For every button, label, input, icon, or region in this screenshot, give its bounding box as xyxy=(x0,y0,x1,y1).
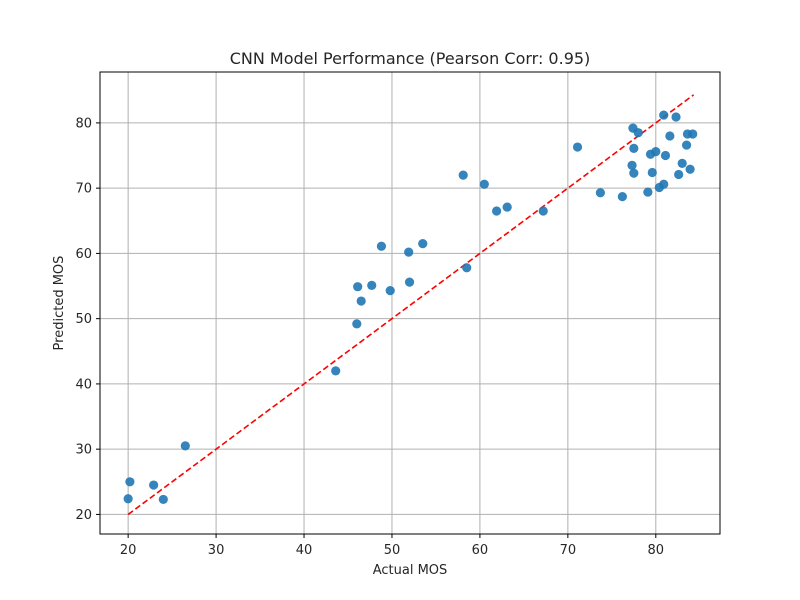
y-tick-label: 70 xyxy=(75,182,92,197)
scatter-point xyxy=(385,286,395,296)
scatter-point xyxy=(659,179,669,189)
y-tick-label: 50 xyxy=(75,312,92,327)
scatter-point xyxy=(376,241,387,251)
scatter-point xyxy=(629,143,639,153)
x-tick-label: 60 xyxy=(472,543,489,558)
x-tick-label: 30 xyxy=(208,543,225,558)
scatter-point xyxy=(352,319,362,329)
scatter-point xyxy=(688,129,698,139)
reference-line xyxy=(127,94,695,516)
scatter-point xyxy=(479,179,489,189)
x-tick-label: 70 xyxy=(560,543,577,558)
scatter-point xyxy=(681,140,692,150)
y-axis-ticks: 20 30 40 50 60 70 80 xyxy=(75,116,100,523)
scatter-point xyxy=(572,142,583,152)
scatter-point xyxy=(404,247,414,257)
scatter-point xyxy=(617,192,627,202)
grid xyxy=(100,72,720,534)
scatter-point xyxy=(404,277,415,287)
scatter-point xyxy=(356,296,366,306)
x-axis-ticks: 20 30 40 50 60 70 80 xyxy=(120,534,664,558)
scatter-point xyxy=(149,480,159,490)
y-tick-label: 20 xyxy=(75,508,92,523)
x-axis-label: Actual MOS xyxy=(373,563,448,578)
scatter-point xyxy=(125,477,135,487)
scatter-point xyxy=(627,160,637,170)
reference-line-group xyxy=(127,94,695,516)
data-points xyxy=(123,110,698,505)
scatter-point xyxy=(462,263,472,273)
scatter-point xyxy=(538,206,548,216)
y-tick-label: 40 xyxy=(75,377,92,392)
scatter-point xyxy=(492,206,502,216)
scatter-point xyxy=(595,188,605,198)
scatter-point xyxy=(633,128,643,138)
chart-title: CNN Model Performance (Pearson Corr: 0.9… xyxy=(230,49,591,68)
x-tick-label: 80 xyxy=(648,543,665,558)
scatter-point xyxy=(674,169,684,180)
plot-frame xyxy=(99,71,721,535)
scatter-point xyxy=(418,239,428,249)
x-tick-label: 20 xyxy=(120,543,137,558)
x-tick-label: 50 xyxy=(384,543,401,558)
scatter-point xyxy=(660,150,671,161)
scatter-point xyxy=(331,366,341,376)
scatter-point xyxy=(502,202,512,212)
y-tick-label: 60 xyxy=(75,247,92,262)
scatter-point xyxy=(665,131,675,141)
scatter-point xyxy=(685,164,695,174)
y-tick-label: 80 xyxy=(75,116,92,131)
y-tick-label: 30 xyxy=(75,443,92,458)
scatter-point xyxy=(659,110,669,120)
scatter-point xyxy=(671,112,681,122)
scatter-point xyxy=(647,167,657,178)
scatter-point xyxy=(158,494,168,505)
y-axis-label: Predicted MOS xyxy=(52,256,67,351)
scatter-point xyxy=(353,282,363,292)
scatter-point xyxy=(458,170,468,180)
x-tick-label: 40 xyxy=(296,543,313,558)
scatter-point xyxy=(123,494,133,504)
scatter-point xyxy=(643,187,653,197)
scatter-point xyxy=(651,147,661,157)
scatter-point xyxy=(629,168,639,178)
scatter-point xyxy=(180,441,190,451)
scatter-point xyxy=(367,280,377,290)
scatter-point xyxy=(677,158,687,168)
